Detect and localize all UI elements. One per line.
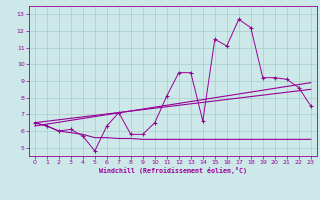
X-axis label: Windchill (Refroidissement éolien,°C): Windchill (Refroidissement éolien,°C)	[99, 167, 247, 174]
